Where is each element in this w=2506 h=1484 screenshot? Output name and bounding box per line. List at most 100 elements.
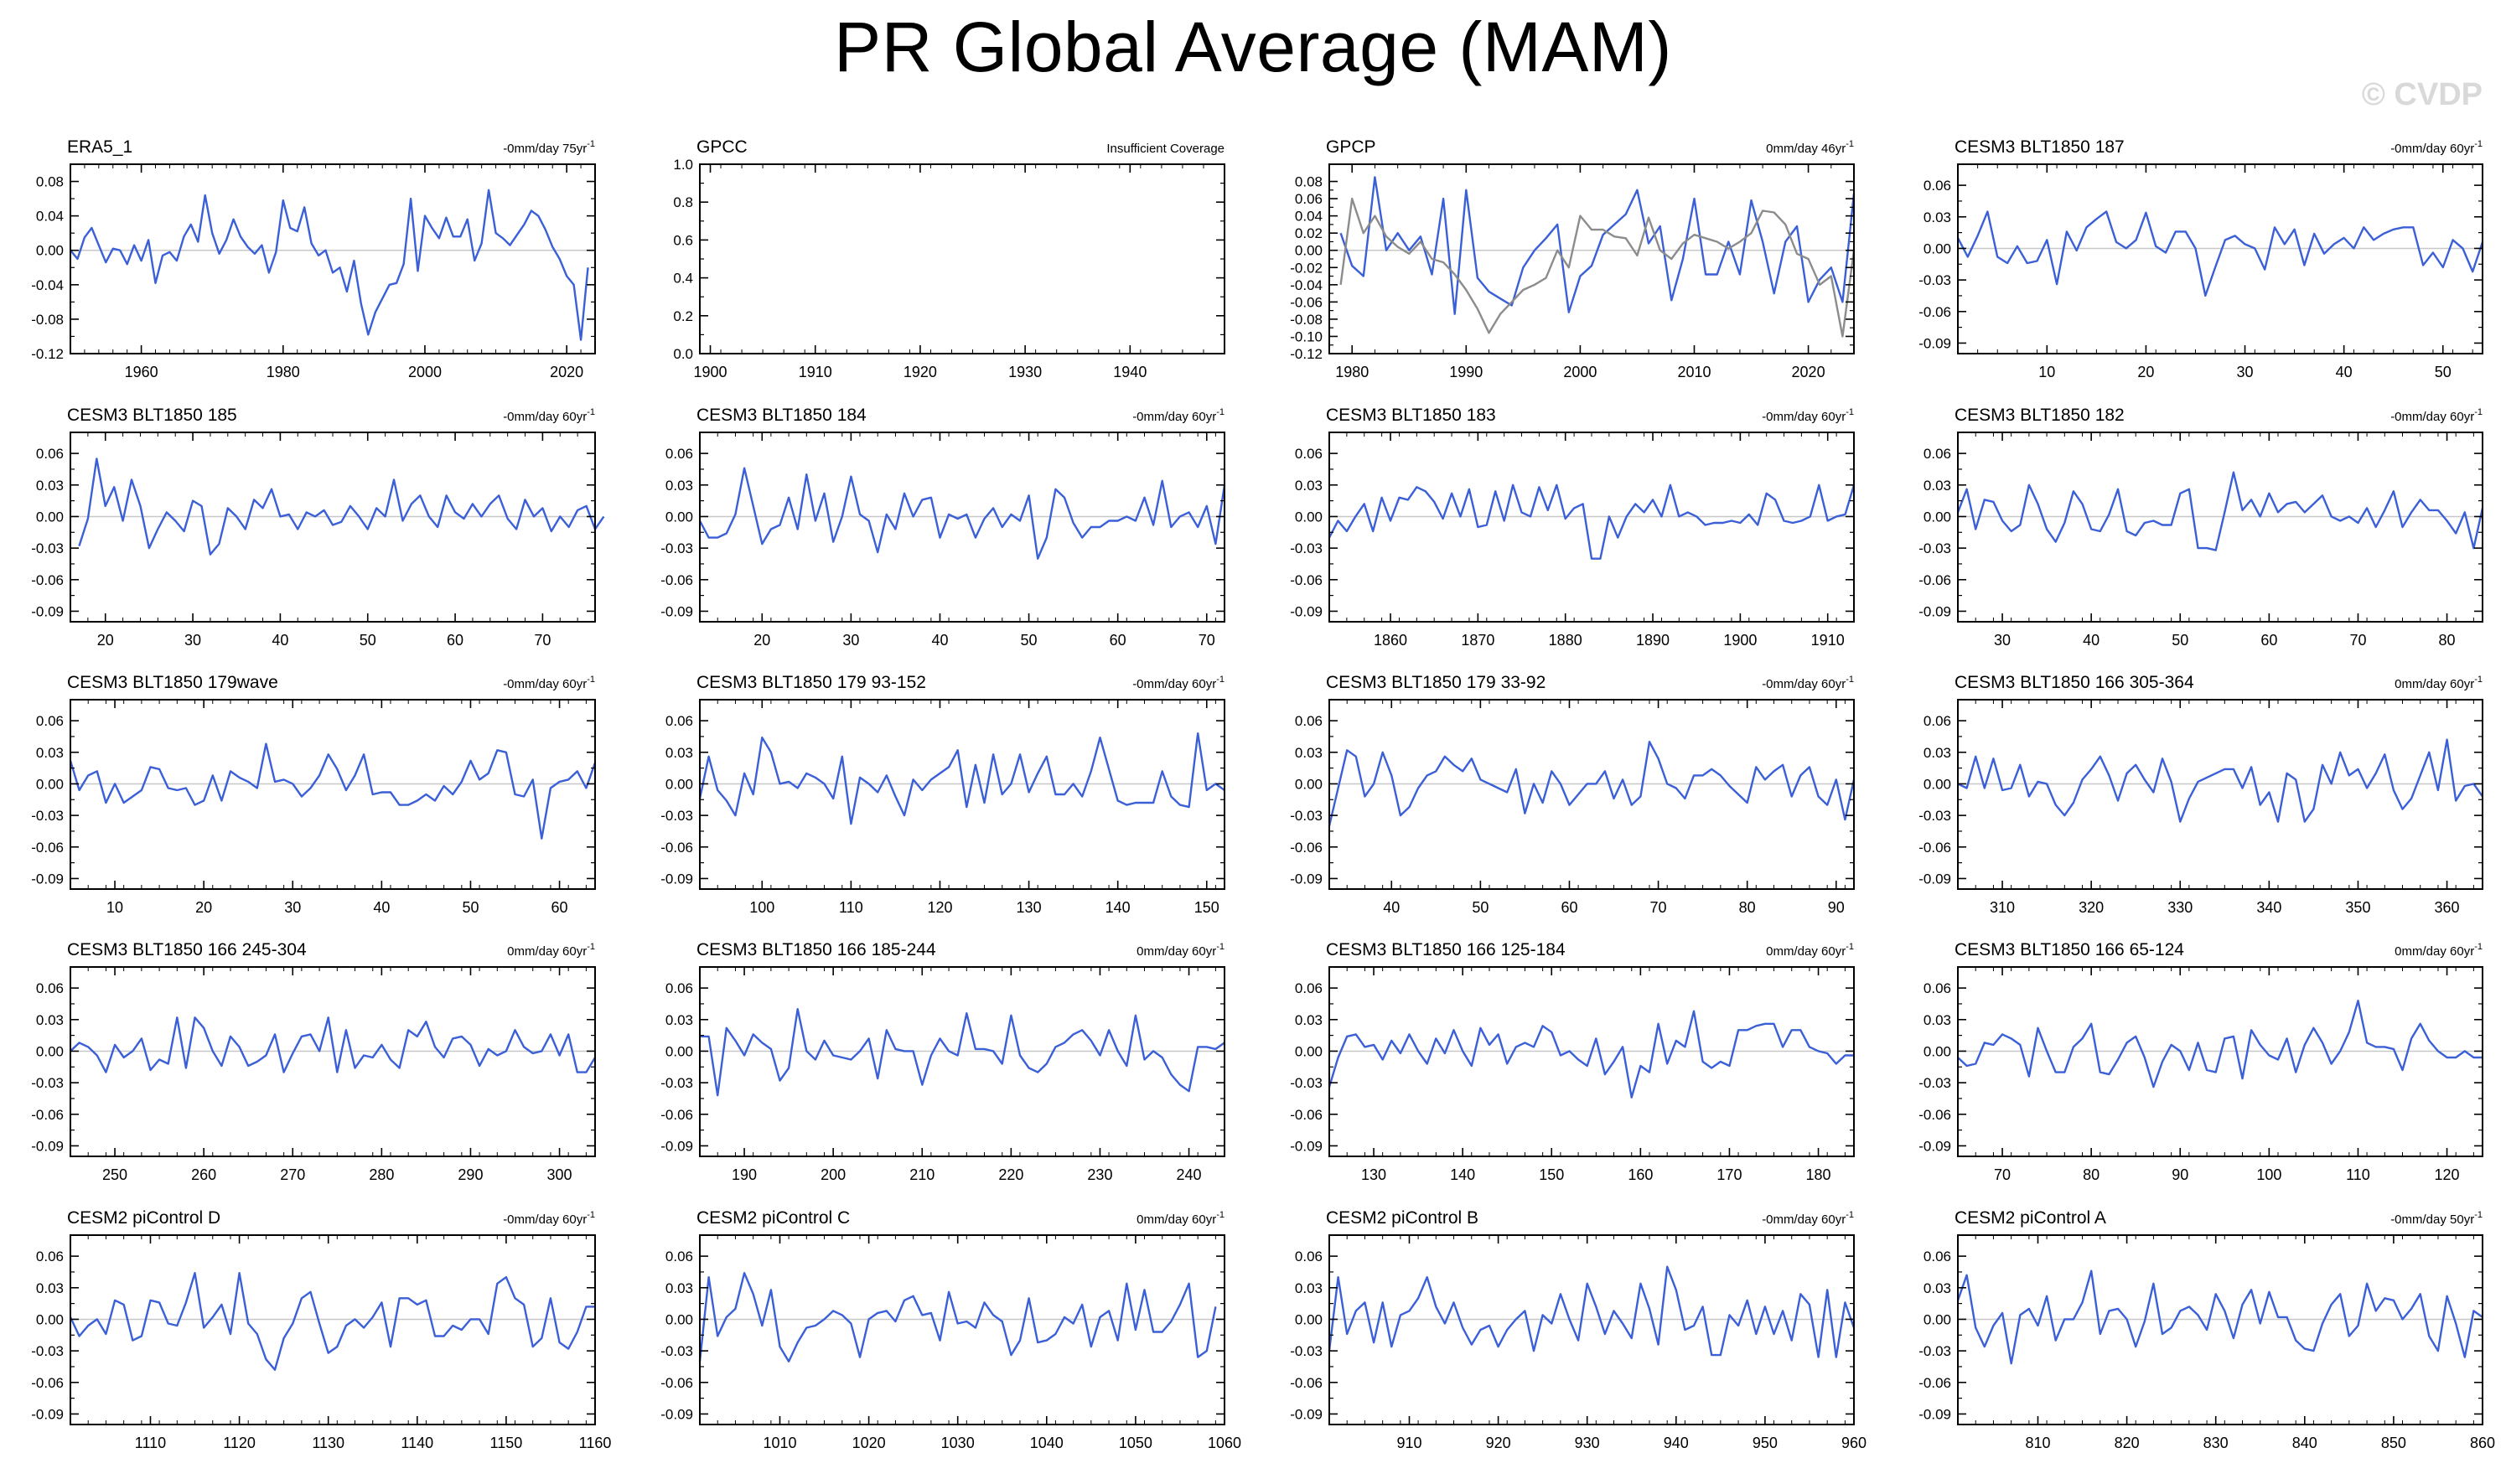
y-tick-label: -0.04 — [1290, 277, 1323, 293]
y-tick-label: 0.03 — [1924, 745, 1951, 761]
x-tick-label: 200 — [821, 1166, 846, 1183]
y-tick-label: 0.00 — [1924, 1043, 1951, 1059]
x-tick-label: 50 — [360, 632, 376, 649]
y-tick-label: -0.03 — [31, 1075, 64, 1091]
y-tick-label: 0.08 — [36, 174, 64, 190]
panel-annotation: 0mm/day 60yr-1 — [2395, 675, 2483, 691]
x-tick-label: 60 — [1561, 899, 1577, 916]
chart-panel: CESM3 BLT1850 182 -0mm/day 60yr-1 0.06 0.03… — [1918, 406, 2484, 649]
chart-panel: CESM3 BLT1850 183 -0mm/day 60yr-1 0.06 0.03… — [1290, 406, 1856, 649]
x-tick-label: 340 — [2256, 899, 2281, 916]
y-tick-label: -0.03 — [660, 808, 693, 824]
y-tick-label: -0.06 — [660, 1375, 693, 1391]
y-tick-label: -0.06 — [1290, 294, 1323, 310]
plot-frame — [699, 1234, 1225, 1425]
panel-annotation: 0mm/day 46yr-1 — [1766, 139, 1854, 156]
y-tick-label: -0.08 — [1290, 312, 1323, 328]
x-tick-label: 140 — [1450, 1166, 1475, 1183]
y-tick-label: 0.06 — [36, 713, 64, 729]
x-tick-label: 20 — [2137, 364, 2154, 380]
panel-annotation: 0mm/day 60yr-1 — [2395, 942, 2483, 959]
chart-panel: CESM3 BLT1850 187 -0mm/day 60yr-1 0.06 0.03… — [1918, 137, 2484, 380]
y-tick-label: -0.02 — [1290, 260, 1323, 276]
plot-frame — [70, 1234, 596, 1425]
plot-frame — [1957, 966, 2483, 1157]
y-tick-label: -0.06 — [1918, 572, 1951, 588]
panel-annotation: -0mm/day 60yr-1 — [2390, 407, 2483, 424]
y-tick-label: -0.03 — [31, 540, 64, 556]
y-tick-label: -0.12 — [1290, 346, 1323, 362]
x-tick-label: 1980 — [267, 364, 300, 380]
panel-title: CESM3 BLT1850 185 — [67, 406, 237, 425]
y-tick-label: 0.6 — [673, 232, 693, 248]
x-tick-label: 30 — [842, 632, 859, 649]
y-tick-label: -0.09 — [660, 1138, 693, 1154]
y-tick-label: -0.09 — [660, 871, 693, 887]
y-tick-label: 0.0 — [673, 346, 693, 362]
y-tick-label: 0.03 — [1295, 745, 1323, 761]
x-tick-label: 290 — [458, 1166, 483, 1183]
y-tick-label: 0.06 — [1924, 980, 1951, 996]
panel-title: CESM3 BLT1850 179wave — [67, 673, 278, 692]
y-tick-label: 0.06 — [665, 446, 693, 462]
x-tick-label: 1130 — [312, 1435, 344, 1451]
x-tick-label: 50 — [2435, 364, 2452, 380]
x-tick-label: 950 — [1753, 1435, 1778, 1451]
panel-annotation: 0mm/day 60yr-1 — [1137, 942, 1225, 959]
y-tick-label: -0.06 — [660, 572, 693, 588]
panel-title: CESM3 BLT1850 166 185-244 — [696, 940, 936, 959]
y-tick-label: -0.06 — [1918, 1375, 1951, 1391]
series-line — [1957, 999, 2483, 1088]
chart-panel: CESM3 BLT1850 179 33-92 -0mm/day 60yr-1 0.… — [1290, 673, 1856, 916]
y-tick-label: -0.09 — [31, 603, 64, 619]
y-tick-label: -0.06 — [1918, 1107, 1951, 1123]
y-tick-label: -0.09 — [1290, 603, 1323, 619]
panel-title: CESM3 BLT1850 182 — [1955, 406, 2125, 425]
x-tick-label: 1880 — [1549, 632, 1582, 649]
y-tick-label: 0.00 — [665, 776, 693, 792]
x-tick-label: 1870 — [1461, 632, 1494, 649]
x-tick-label: 180 — [1806, 1166, 1831, 1183]
plot-frame — [699, 432, 1225, 623]
panel-annotation: 0mm/day 60yr-1 — [1766, 942, 1854, 959]
panel-annotation: Insufficient Coverage — [1106, 142, 1225, 156]
y-tick-label: 0.00 — [665, 509, 693, 525]
x-tick-label: 60 — [2260, 632, 2277, 649]
y-tick-label: 0.00 — [1295, 1043, 1323, 1059]
panel-annotation: -0mm/day 60yr-1 — [1132, 407, 1225, 424]
cvdp-watermark: © CVDP — [2361, 77, 2483, 112]
y-tick-label: -0.06 — [1290, 1375, 1323, 1391]
x-tick-label: 1910 — [799, 364, 832, 380]
y-tick-label: 0.03 — [665, 1012, 693, 1028]
x-tick-label: 1990 — [1449, 364, 1483, 380]
x-tick-label: 930 — [1575, 1435, 1600, 1451]
chart-panel: ERA5_1 -0mm/day 75yr-1 0.08 0.04 0.00 -0.04 -0… — [31, 137, 596, 380]
y-tick-label: 0.03 — [1924, 1280, 1951, 1296]
series-line — [70, 1016, 597, 1073]
panel-annotation: -0mm/day 75yr-1 — [503, 139, 595, 156]
y-tick-label: 0.06 — [1295, 191, 1323, 207]
series-line — [698, 467, 1226, 560]
series-line — [1328, 483, 1856, 560]
series-line — [78, 458, 605, 556]
chart-panel: CESM3 BLT1850 166 245-304 0mm/day 60yr-1 0… — [31, 940, 597, 1183]
x-tick-label: 1900 — [1723, 632, 1757, 649]
x-tick-label: 150 — [1539, 1166, 1564, 1183]
series-line — [70, 189, 589, 341]
y-tick-label: -0.06 — [1918, 840, 1951, 856]
y-tick-label: 0.06 — [1924, 1249, 1951, 1264]
panel-title: CESM3 BLT1850 179 33-92 — [1326, 673, 1546, 692]
x-tick-label: 50 — [462, 899, 479, 916]
x-tick-label: 1120 — [223, 1435, 256, 1451]
x-tick-label: 920 — [1486, 1435, 1511, 1451]
series-line — [698, 1271, 1217, 1362]
y-tick-label: 0.06 — [1924, 713, 1951, 729]
y-tick-label: 0.00 — [665, 1311, 693, 1327]
x-tick-label: 130 — [1361, 1166, 1386, 1183]
x-tick-label: 40 — [1383, 899, 1400, 916]
x-tick-label: 260 — [191, 1166, 216, 1183]
panel-title: CESM2 piControl C — [696, 1208, 850, 1228]
chart-panel: GPCC Insufficient Coverage 1.0 0.8 0.6 0.4 0.2… — [673, 137, 1225, 380]
x-tick-label: 1020 — [852, 1435, 886, 1451]
